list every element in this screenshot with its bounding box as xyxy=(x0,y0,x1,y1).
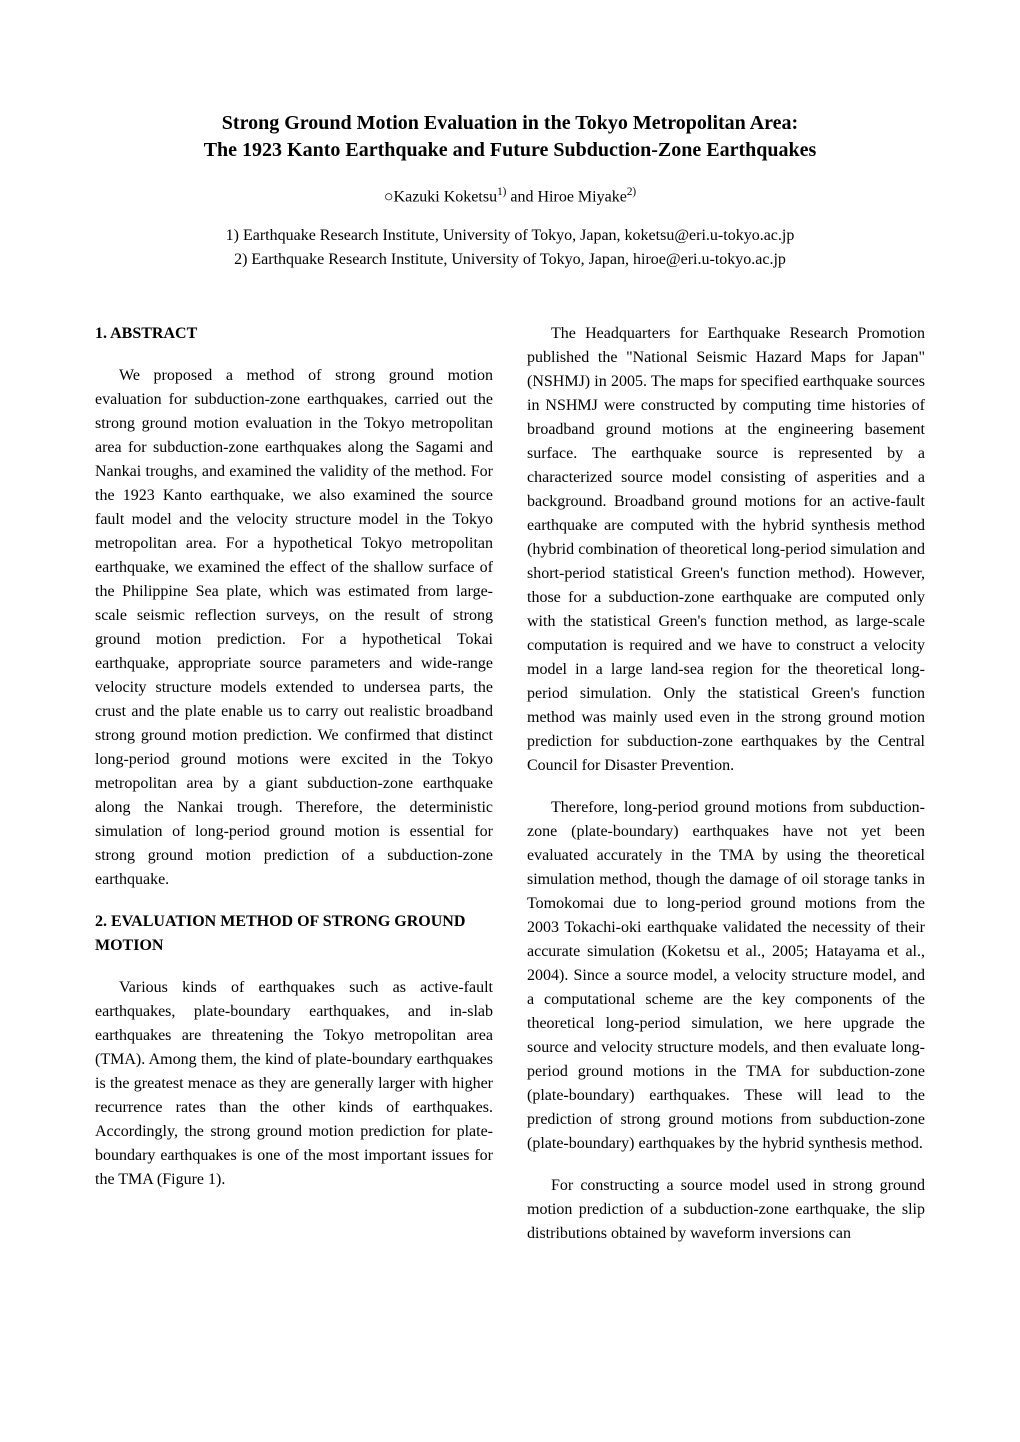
paper-title: Strong Ground Motion Evaluation in the T… xyxy=(95,110,925,164)
section-2-paragraph-2: The Headquarters for Earthquake Research… xyxy=(527,322,925,778)
author-1-sup: 1) xyxy=(497,186,506,198)
author-marker: ○ xyxy=(384,188,394,205)
author-2-name: Hiroe Miyake xyxy=(538,188,627,205)
author-1-name: Kazuki Koketsu xyxy=(394,188,498,205)
affiliation-1: 1) Earthquake Research Institute, Univer… xyxy=(95,224,925,248)
section-2-paragraph-3: Therefore, long-period ground motions fr… xyxy=(527,796,925,1156)
title-line-1: Strong Ground Motion Evaluation in the T… xyxy=(222,112,798,134)
affiliations: 1) Earthquake Research Institute, Univer… xyxy=(95,224,925,272)
affiliation-2: 2) Earthquake Research Institute, Univer… xyxy=(95,248,925,272)
abstract-paragraph: We proposed a method of strong ground mo… xyxy=(95,364,493,892)
author-line: ○Kazuki Koketsu1) and Hiroe Miyake2) xyxy=(95,186,925,206)
body-columns: 1. ABSTRACT We proposed a method of stro… xyxy=(95,322,925,1246)
author-sep: and xyxy=(506,188,537,205)
title-line-2: The 1923 Kanto Earthquake and Future Sub… xyxy=(204,139,817,161)
section-1-heading: 1. ABSTRACT xyxy=(95,322,493,346)
section-2-paragraph-1: Various kinds of earthquakes such as act… xyxy=(95,976,493,1192)
section-2-paragraph-4: For constructing a source model used in … xyxy=(527,1174,925,1246)
section-2-heading: 2. EVALUATION METHOD OF STRONG GROUND MO… xyxy=(95,910,493,958)
author-2-sup: 2) xyxy=(627,186,636,198)
